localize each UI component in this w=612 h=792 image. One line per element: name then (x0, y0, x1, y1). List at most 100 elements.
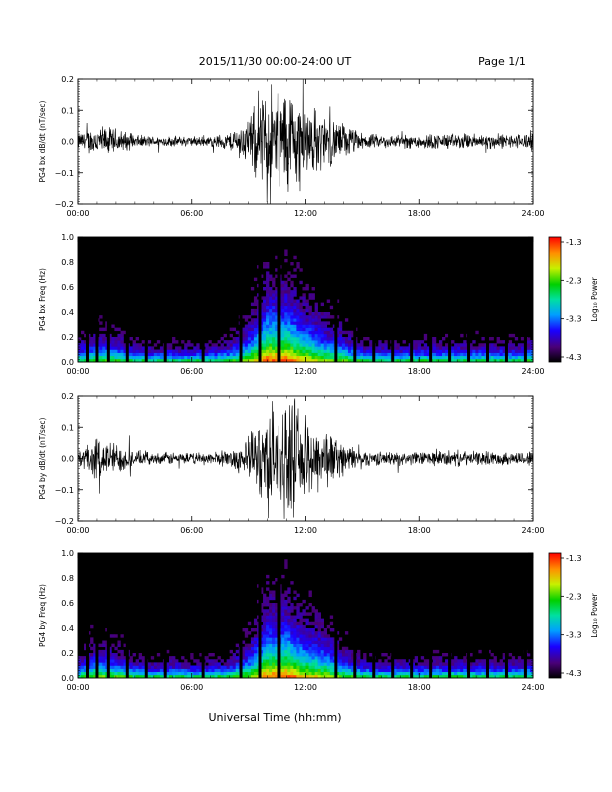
spectrogram-cell (481, 665, 485, 669)
spectrogram-cell (187, 349, 191, 353)
spectrogram-cell (205, 671, 209, 676)
spectrogram-cell (244, 662, 249, 666)
spectrogram-cell (108, 659, 112, 663)
spectrogram-cell (393, 346, 397, 350)
spectrogram-cell (457, 346, 461, 350)
spectrogram-cell (281, 674, 285, 679)
spectrogram-cell (463, 665, 467, 669)
spectrogram-cell (311, 287, 315, 291)
spectrogram-cell (438, 352, 443, 357)
spectrogram-cell (175, 358, 179, 363)
data-gap-stripe (429, 553, 433, 678)
spectrogram-cell (123, 349, 127, 353)
spectrogram-cell (326, 346, 331, 350)
spectrogram-cell (344, 340, 349, 344)
spectrogram-cell (469, 349, 473, 353)
spectrogram-cell (153, 352, 158, 357)
spectrogram-cell (432, 671, 437, 676)
spectrogram-cell (229, 355, 233, 360)
spectrogram-cell (299, 668, 303, 673)
spectrogram-cell (393, 665, 397, 669)
spectrogram-cell (320, 315, 324, 319)
spectrogram-cell (235, 643, 240, 648)
spectrogram-cell (175, 349, 179, 353)
spectrogram-cell (241, 662, 246, 666)
spectrogram-cell (275, 305, 279, 310)
spectrogram-cell (229, 352, 233, 357)
spectrogram-cell (296, 265, 300, 269)
spectrogram-cell (241, 671, 246, 676)
spectrogram-cell (302, 609, 306, 613)
spectrogram-cell (287, 640, 291, 644)
spectrogram-cell (341, 646, 346, 651)
spectrogram-cell (478, 358, 482, 363)
spectrogram-cell (208, 662, 212, 666)
spectrogram-cell (141, 352, 146, 357)
spectrogram-cell (469, 346, 473, 350)
y-tick-label: 0.8 (61, 258, 74, 267)
spectrogram-cell (378, 355, 382, 360)
spectrogram-cell (247, 349, 252, 353)
spectrogram-cell (132, 343, 136, 347)
spectrogram-cell (129, 355, 133, 360)
spectrogram-cell (493, 349, 497, 353)
spectrogram-cell (326, 659, 331, 663)
spectrogram-cell (269, 349, 273, 353)
spectrogram-cell (317, 640, 321, 644)
spectrogram-cell (281, 621, 285, 626)
spectrogram-cell (293, 321, 297, 325)
spectrogram-cell (305, 333, 309, 338)
spectrogram-cell (260, 315, 264, 319)
spectrogram-cell (454, 355, 458, 360)
spectrogram-cell (363, 352, 367, 357)
spectrogram-cell (272, 280, 276, 285)
spectrogram-cell (475, 352, 479, 357)
spectrogram-cell (132, 674, 136, 679)
spectrogram-cell (99, 337, 103, 341)
spectrogram-cell (263, 656, 267, 660)
spectrogram-cell (341, 343, 346, 347)
spectrogram-cell (529, 358, 534, 363)
spectrogram-cell (247, 355, 252, 360)
spectrogram-cell (432, 340, 437, 344)
spectrogram-cell (293, 352, 297, 357)
spectrogram-cell (272, 277, 276, 282)
spectrogram-cell (281, 296, 285, 300)
spectrogram-cell (266, 312, 270, 316)
spectrogram-cell (308, 346, 312, 350)
spectrogram-cell (317, 659, 321, 663)
spectrogram-cell (511, 333, 516, 338)
spectrogram-cell (487, 343, 491, 347)
spectrogram-cell (414, 358, 419, 363)
data-gap-stripe (277, 553, 281, 678)
spectrogram-cell (247, 631, 252, 635)
spectrogram-cell (366, 352, 370, 357)
spectrogram-cell (208, 349, 212, 353)
spectrogram-cell (357, 649, 361, 654)
spectrogram-cell (305, 649, 309, 654)
spectrogram-cell (320, 631, 324, 635)
spectrogram-cell (184, 343, 188, 347)
spectrogram-cell (211, 659, 215, 663)
spectrogram-cell (347, 346, 352, 350)
spectrogram-cell (281, 624, 285, 629)
spectrogram-cell (520, 343, 525, 347)
spectrogram-cell (269, 305, 273, 310)
spectrogram-cell (229, 333, 233, 338)
spectrogram-cell (384, 665, 388, 669)
spectrogram-cell (117, 659, 121, 663)
spectrogram-cell (269, 593, 273, 598)
spectrogram-cell (317, 355, 321, 360)
spectrogram-cell (308, 590, 312, 594)
spectrogram-cell (266, 349, 270, 353)
spectrogram-cell (211, 346, 215, 350)
spectrogram-cell (317, 662, 321, 666)
spectrogram-cell (169, 665, 173, 669)
spectrogram-cell (384, 352, 388, 357)
spectrogram-cell (120, 346, 124, 350)
spectrogram-cell (114, 337, 118, 341)
spectrogram-cell (114, 656, 118, 660)
spectrogram-cell (344, 662, 349, 666)
spectrogram-cell (296, 333, 300, 338)
spectrogram-cell (90, 355, 94, 360)
